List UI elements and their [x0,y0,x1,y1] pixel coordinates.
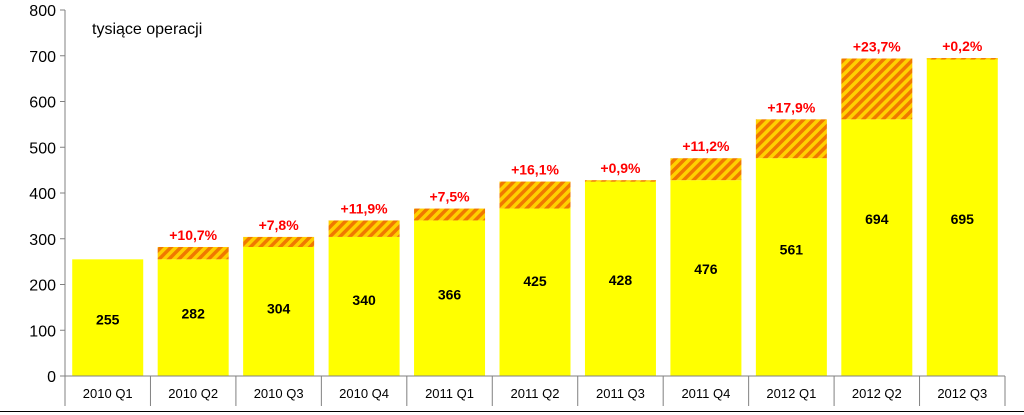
bar-value-label: 561 [780,242,804,258]
growth-label: +23,7% [853,38,901,54]
bar-increase [584,180,656,182]
x-tick-label: 2010 Q4 [339,386,389,401]
bar [584,181,656,376]
bar-increase [328,220,400,237]
y-tick-label: 0 [47,369,56,386]
bar [841,119,913,376]
y-tick-label: 100 [29,323,56,340]
bar [328,236,400,376]
bar-value-label: 366 [438,286,462,302]
y-tick-label: 800 [29,3,56,20]
bar [414,220,486,376]
bar-increase [755,119,827,159]
bar-value-label: 695 [951,211,975,227]
growth-label: +10,7% [169,227,217,243]
bar-increase [499,181,571,209]
x-tick-label: 2011 Q2 [511,386,560,401]
x-tick-label: 2010 Q1 [83,386,133,401]
growth-label: +7,5% [429,189,470,205]
growth-label: +0,9% [600,160,641,176]
y-axis: 0 100 200 300 400 500 600 700 800 [29,3,66,386]
x-tick-label: 2010 Q3 [254,386,304,401]
y-tick-label: 300 [29,232,56,249]
bar [670,180,742,376]
bar-increase [841,58,913,120]
y-tick-label: 700 [29,49,56,66]
bar-value-label: 428 [609,272,633,288]
y-tick-label: 500 [29,140,56,157]
bar-value-label: 476 [694,261,718,277]
bar-increase [926,58,998,60]
x-tick-label: 2011 Q4 [681,386,730,401]
growth-label: +0,2% [942,38,983,54]
bars: 255 282 +10,7% 304 +7,8% 340 +11,9% 366 +7,5% 425… [72,38,998,377]
x-tick-label: 2010 Q2 [168,386,218,401]
growth-label: +17,9% [767,99,815,115]
y-tick-label: 400 [29,186,56,203]
bar [926,58,998,377]
bar-increase [157,246,229,260]
bar [499,208,571,376]
x-tick-label: 2012 Q2 [852,386,902,401]
growth-label: +11,2% [682,138,730,154]
y-tick-label: 200 [29,278,56,295]
bar [755,158,827,376]
bar-value-label: 282 [182,305,206,321]
unit-annotation: tysiące operacji [92,21,202,38]
growth-label: +7,8% [259,217,300,233]
x-tick-label: 2012 Q1 [766,386,816,401]
bar-value-label: 304 [267,300,291,316]
bar [72,259,144,376]
bar-increase [243,236,315,247]
x-tick-label: 2012 Q3 [937,386,987,401]
growth-label: +11,9% [341,200,389,216]
bar-value-label: 340 [352,292,376,308]
bar-value-label: 255 [96,312,120,328]
bar-increase [414,208,486,221]
growth-label: +16,1% [511,162,559,178]
bar [243,246,315,376]
bar-increase [670,158,742,181]
bar-value-label: 425 [523,273,547,289]
bar-value-label: 694 [865,211,889,227]
x-axis: 2010 Q1 2010 Q2 2010 Q3 2010 Q4 2011 Q1 2011 … [64,375,1006,406]
bar [157,259,229,376]
x-tick-label: 2011 Q1 [425,386,474,401]
y-tick-label: 600 [29,95,56,112]
x-tick-label: 2011 Q3 [596,386,645,401]
